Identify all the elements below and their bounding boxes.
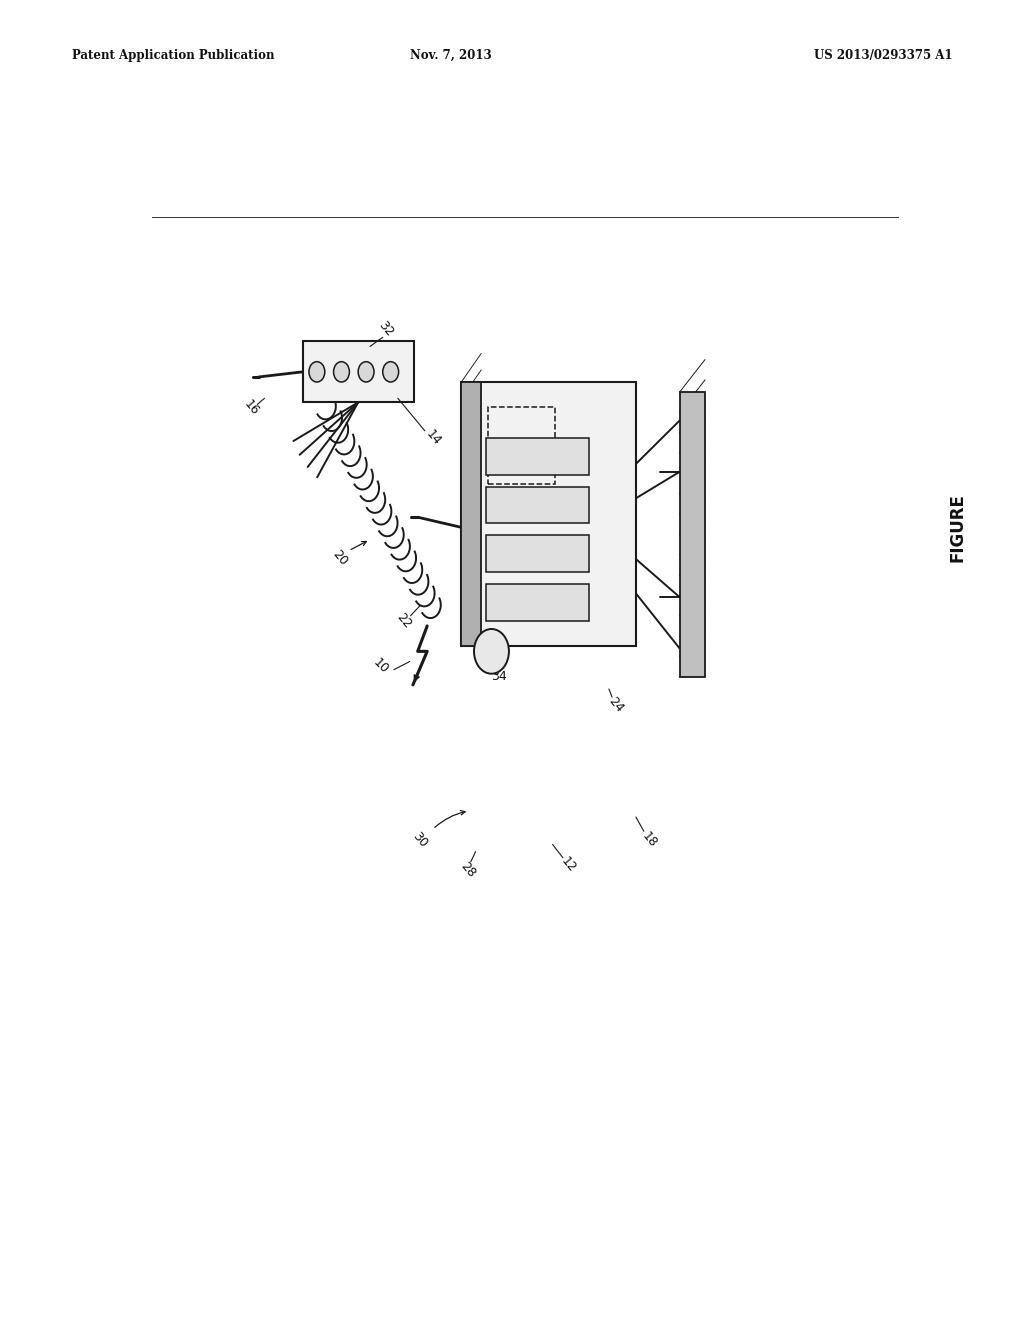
Bar bbox=[461, 381, 636, 647]
Text: 18: 18 bbox=[639, 829, 659, 850]
Text: 20: 20 bbox=[330, 548, 350, 568]
Text: 28: 28 bbox=[458, 859, 478, 880]
Text: 10: 10 bbox=[370, 656, 390, 677]
Bar bbox=[680, 392, 705, 677]
Text: Nov. 7, 2013: Nov. 7, 2013 bbox=[410, 49, 492, 62]
Text: 22: 22 bbox=[394, 611, 415, 631]
Bar bbox=[486, 536, 589, 572]
Text: US 2013/0293375 A1: US 2013/0293375 A1 bbox=[814, 49, 952, 62]
Text: 12: 12 bbox=[558, 854, 579, 875]
Circle shape bbox=[383, 362, 398, 381]
Circle shape bbox=[474, 630, 509, 673]
Circle shape bbox=[334, 362, 349, 381]
Text: 16: 16 bbox=[241, 397, 261, 417]
Bar bbox=[486, 438, 589, 474]
Text: 14: 14 bbox=[424, 428, 443, 447]
Circle shape bbox=[358, 362, 374, 381]
Circle shape bbox=[309, 362, 325, 381]
Text: 32: 32 bbox=[376, 319, 396, 339]
Bar bbox=[461, 381, 481, 647]
Bar bbox=[303, 342, 414, 403]
Bar bbox=[487, 408, 555, 483]
Text: 34: 34 bbox=[492, 671, 507, 684]
Text: Patent Application Publication: Patent Application Publication bbox=[72, 49, 274, 62]
Bar bbox=[486, 487, 589, 523]
Bar bbox=[486, 585, 589, 620]
Text: 24: 24 bbox=[606, 696, 626, 715]
Text: 30: 30 bbox=[410, 829, 430, 850]
Text: FIGURE: FIGURE bbox=[948, 494, 967, 562]
